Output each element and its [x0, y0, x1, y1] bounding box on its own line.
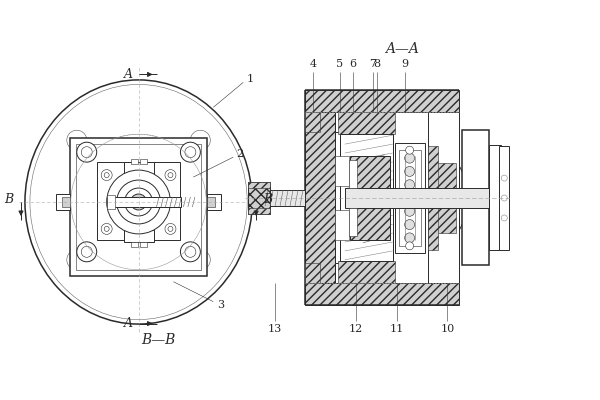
Bar	[335, 156, 349, 186]
Text: 2: 2	[236, 149, 244, 159]
Circle shape	[134, 198, 143, 206]
Bar	[131, 242, 137, 247]
Circle shape	[404, 153, 415, 163]
Circle shape	[404, 193, 415, 203]
Text: A—A: A—A	[385, 42, 419, 56]
Bar	[350, 156, 389, 240]
Bar	[305, 90, 460, 112]
Bar	[305, 112, 320, 132]
Bar	[340, 134, 392, 261]
Text: 12: 12	[349, 324, 363, 334]
Bar	[265, 190, 305, 206]
Bar	[208, 197, 215, 207]
Bar	[433, 163, 457, 233]
Bar	[124, 230, 154, 242]
Bar	[248, 208, 270, 214]
Circle shape	[404, 180, 415, 190]
Bar	[428, 146, 437, 250]
Circle shape	[131, 194, 146, 210]
Text: 7: 7	[369, 60, 376, 70]
Bar	[345, 188, 490, 208]
Circle shape	[404, 233, 415, 243]
Circle shape	[181, 142, 200, 162]
Circle shape	[116, 180, 160, 224]
Bar	[335, 132, 345, 263]
Bar	[208, 194, 221, 210]
Text: B—B: B—B	[142, 332, 176, 346]
Circle shape	[406, 146, 413, 154]
Bar	[56, 194, 70, 210]
Bar	[490, 145, 501, 250]
Text: A: A	[124, 68, 133, 81]
Text: 6: 6	[349, 60, 356, 70]
Circle shape	[101, 170, 112, 180]
Bar	[338, 112, 395, 134]
Text: 8: 8	[373, 60, 380, 70]
Bar	[248, 182, 270, 188]
Circle shape	[181, 242, 200, 262]
Bar	[131, 159, 137, 164]
Text: 1: 1	[247, 74, 254, 84]
Text: 13: 13	[268, 324, 282, 334]
Bar	[248, 182, 270, 214]
Bar	[76, 144, 202, 270]
Text: 10: 10	[440, 324, 455, 334]
Bar	[140, 159, 146, 164]
Circle shape	[77, 242, 97, 262]
Bar	[305, 112, 335, 283]
Circle shape	[77, 142, 97, 162]
Bar	[499, 146, 509, 250]
Bar	[70, 138, 208, 276]
Text: 4: 4	[310, 60, 317, 70]
Circle shape	[107, 170, 170, 234]
Bar	[107, 197, 181, 207]
Circle shape	[404, 206, 415, 216]
Bar	[335, 210, 349, 240]
Bar	[62, 197, 70, 207]
Circle shape	[165, 224, 176, 234]
Text: 9: 9	[401, 60, 408, 70]
Circle shape	[404, 166, 415, 176]
Circle shape	[404, 220, 415, 230]
Bar	[349, 208, 357, 236]
Circle shape	[101, 224, 112, 234]
Bar	[140, 242, 146, 247]
Bar	[338, 261, 395, 283]
Text: A: A	[124, 317, 133, 330]
Bar	[463, 130, 490, 265]
Circle shape	[406, 242, 413, 250]
Bar	[428, 112, 460, 283]
Text: 5: 5	[336, 60, 343, 70]
Text: B: B	[263, 194, 272, 206]
Bar	[349, 160, 357, 188]
Bar	[395, 143, 425, 253]
Bar	[345, 135, 392, 260]
Text: 11: 11	[389, 324, 404, 334]
Bar	[305, 263, 320, 283]
Circle shape	[125, 188, 152, 216]
Bar	[107, 195, 115, 209]
Bar	[398, 150, 421, 246]
Bar	[97, 162, 181, 240]
Text: B: B	[4, 194, 14, 206]
Bar	[124, 162, 154, 174]
Text: 3: 3	[217, 300, 224, 310]
Bar	[305, 283, 460, 305]
Circle shape	[165, 170, 176, 180]
